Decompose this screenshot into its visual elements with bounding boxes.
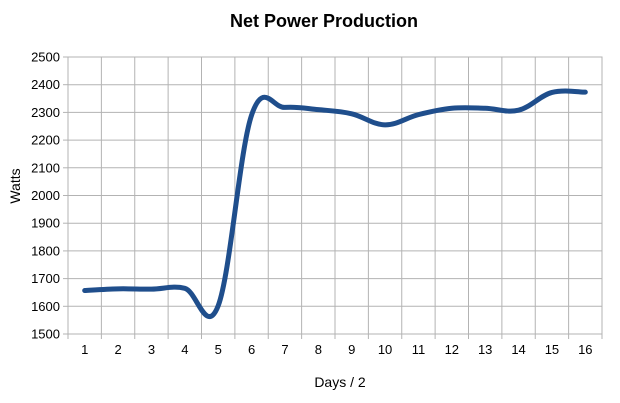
x-tick-label: 11 (412, 342, 426, 357)
x-tick-label: 5 (215, 342, 222, 357)
y-tick-label: 1900 (31, 216, 60, 231)
x-tick-label: 13 (478, 342, 492, 357)
y-tick-label: 1700 (31, 271, 60, 286)
x-tick-label: 6 (248, 342, 255, 357)
x-tick-label: 10 (378, 342, 392, 357)
y-tick-label: 1600 (31, 299, 60, 314)
data-point (249, 113, 254, 118)
y-tick-label: 1800 (31, 243, 60, 258)
x-tick-label: 15 (545, 342, 559, 357)
data-point (149, 287, 154, 292)
x-axis-ticks: 1 2 3 4 5 6 7 8 9 10 11 12 13 14 15 16 (81, 342, 592, 357)
y-axis-label: Watts (7, 168, 23, 203)
data-point (116, 286, 121, 291)
data-point (282, 105, 287, 110)
data-point (316, 107, 321, 112)
x-tick-label: 12 (445, 342, 459, 357)
chart-title: Net Power Production (230, 11, 418, 31)
x-tick-label: 7 (281, 342, 288, 357)
data-point (483, 106, 488, 111)
y-tick-label: 2500 (31, 50, 60, 65)
x-tick-label: 4 (181, 342, 188, 357)
data-point (349, 111, 354, 116)
y-tick-label: 1500 (31, 327, 60, 342)
y-tick-label: 2000 (31, 188, 60, 203)
data-point (383, 122, 388, 127)
y-axis-ticks: 1500 1600 1700 1800 1900 2000 2100 2200 2300 2400… (31, 50, 60, 342)
series-line (82, 88, 588, 319)
x-tick-label: 9 (348, 342, 355, 357)
data-point (449, 106, 454, 111)
data-point (82, 288, 87, 293)
data-point (516, 108, 521, 113)
data-point (216, 303, 221, 308)
chart-grid (63, 56, 603, 339)
data-point (182, 286, 187, 291)
x-tick-label: 1 (81, 342, 88, 357)
y-tick-label: 2400 (31, 77, 60, 92)
x-tick-label: 3 (148, 342, 155, 357)
data-point (583, 90, 588, 95)
x-tick-label: 8 (315, 342, 322, 357)
x-tick-label: 2 (114, 342, 121, 357)
y-tick-label: 2200 (31, 133, 60, 148)
y-tick-label: 2300 (31, 105, 60, 120)
x-axis-label: Days / 2 (314, 374, 366, 390)
x-tick-label: 16 (578, 342, 592, 357)
y-tick-label: 2100 (31, 160, 60, 175)
data-point (549, 90, 554, 95)
x-tick-label: 14 (511, 342, 525, 357)
data-point (416, 112, 421, 117)
